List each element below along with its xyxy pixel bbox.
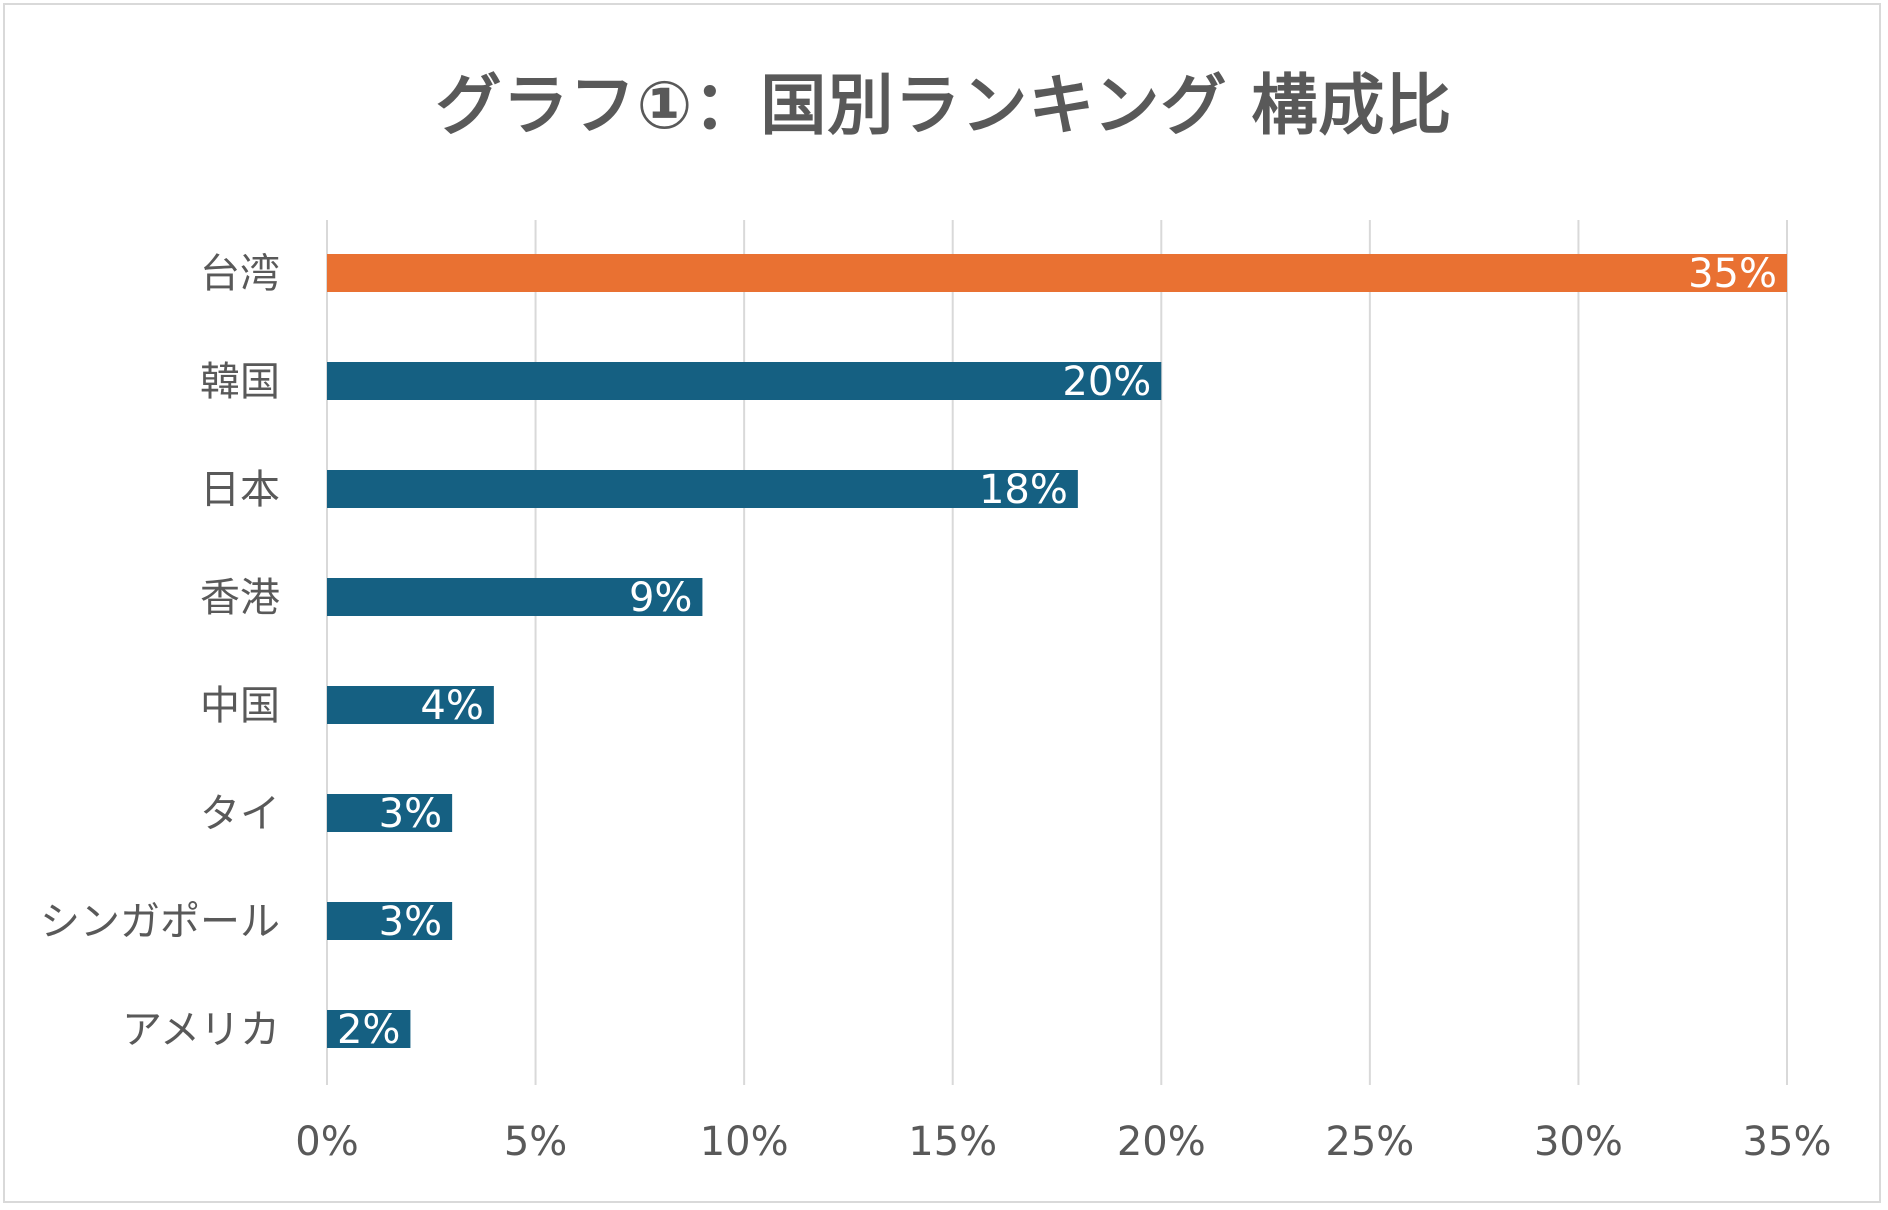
x-tick-label: 25% [1325, 1119, 1414, 1165]
data-labels: 35% 20% 18% 9% 4% 3% 3% 2% [337, 251, 1777, 1053]
bars [327, 254, 1787, 1048]
gridlines [326, 220, 1788, 1085]
category-label: 香港 [200, 575, 280, 621]
data-label: 35% [1688, 251, 1777, 297]
data-label: 9% [629, 575, 692, 621]
bar [327, 686, 494, 724]
chart-title: グラフ①：国別ランキング 構成比 [435, 67, 1453, 144]
x-tick-label: 5% [504, 1119, 567, 1165]
bar [327, 902, 453, 940]
category-label: アメリカ [122, 1007, 280, 1053]
data-label: 20% [1062, 359, 1151, 405]
bar [327, 578, 703, 616]
category-label: 日本 [200, 467, 280, 513]
bar [327, 362, 1162, 400]
bar [327, 1010, 411, 1048]
data-label: 2% [337, 1007, 400, 1053]
category-label: 韓国 [200, 359, 280, 405]
category-label: 中国 [200, 683, 280, 729]
category-label: 台湾 [200, 251, 280, 297]
x-tick-label: 35% [1743, 1119, 1832, 1165]
x-tick-label: 0% [295, 1119, 358, 1165]
x-tick-label: 20% [1117, 1119, 1206, 1165]
data-label: 4% [420, 683, 483, 729]
data-label: 3% [379, 791, 442, 837]
x-axis-tick-labels: 0% 5% 10% 15% 20% 25% 30% 35% [295, 1119, 1831, 1165]
category-label: タイ [200, 791, 280, 837]
x-tick-label: 30% [1534, 1119, 1623, 1165]
bar [327, 254, 1787, 292]
chart-frame [3, 3, 1881, 1203]
x-tick-label: 10% [700, 1119, 789, 1165]
bar [327, 794, 453, 832]
bar [327, 470, 1078, 508]
x-tick-label: 15% [908, 1119, 997, 1165]
category-label: シンガポール [40, 899, 280, 945]
data-label: 18% [979, 467, 1068, 513]
data-label: 3% [379, 899, 442, 945]
